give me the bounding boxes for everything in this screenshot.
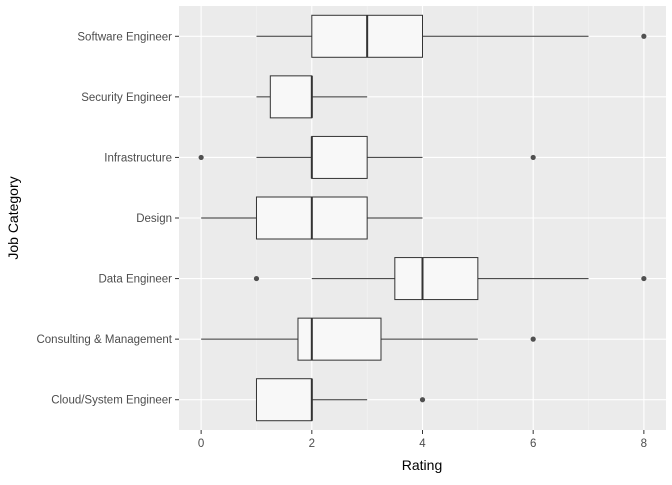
x-tick-label: 2 (309, 438, 315, 450)
box-iqr (394, 257, 479, 301)
box-iqr (269, 75, 313, 119)
outlier-point (641, 33, 647, 39)
y-tick-label: Consulting & Management (36, 334, 172, 346)
box-data-engineer (253, 257, 647, 301)
x-tick-label: 6 (530, 438, 536, 450)
outlier-point (530, 336, 536, 342)
box-consulting-management (201, 317, 536, 361)
box-software-engineer (256, 14, 647, 58)
y-axis: Cloud/System Engineer Consulting & Manage… (36, 31, 179, 407)
y-tick-label: Cloud/System Engineer (51, 395, 172, 407)
box-layer (198, 14, 647, 422)
x-tick-label: 0 (198, 438, 204, 450)
box-design (201, 196, 423, 240)
box-security-engineer (256, 75, 368, 119)
outlier-point (641, 275, 647, 282)
y-tick-label: Data Engineer (98, 274, 172, 286)
box-iqr (255, 378, 313, 422)
y-tick-label: Design (136, 213, 172, 225)
outlier-point (198, 154, 204, 161)
x-tick-label: 4 (419, 438, 426, 450)
outlier-point (253, 275, 260, 282)
x-tick-label: 8 (641, 438, 647, 450)
outlier-point (419, 397, 426, 403)
box-iqr (297, 317, 382, 361)
x-axis-title: Rating (402, 457, 442, 473)
y-tick-label: Software Engineer (77, 31, 172, 43)
y-tick-label: Infrastructure (104, 152, 172, 164)
y-axis-title: Job Category (5, 176, 21, 259)
box-iqr (311, 135, 368, 179)
x-axis: 0 2 4 6 8 (198, 430, 647, 450)
outlier-point (530, 154, 536, 161)
box-infrastructure (198, 135, 536, 179)
y-tick-label: Security Engineer (81, 92, 172, 104)
box-cloud-system-engineer (255, 378, 426, 422)
